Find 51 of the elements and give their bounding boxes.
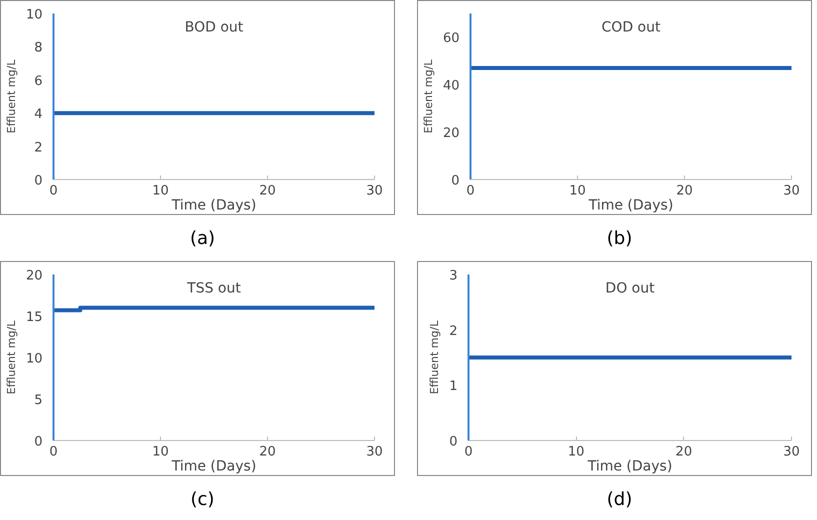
chart-title: TSS out (186, 280, 242, 296)
y-axis-title: Effluent mg/L (428, 320, 442, 394)
y-tick-label: 0 (451, 174, 460, 188)
y-tick-label: 1 (449, 379, 458, 394)
chart-title: COD out (602, 20, 661, 36)
x-tick-label: 0 (49, 444, 58, 460)
y-tick-label: 20 (26, 268, 43, 284)
x-tick-label: 20 (676, 444, 692, 460)
text: (b) (606, 227, 632, 251)
x-tick-label: 20 (259, 444, 276, 460)
y-tick-label: 20 (442, 126, 460, 142)
y-axis-title: Effluent mg/L (422, 58, 435, 134)
x-tick-label: 30 (366, 444, 383, 460)
x-tick-label: 30 (783, 184, 800, 198)
y-tick-label: 10 (26, 8, 43, 22)
x-axis-title: Time (Days) (170, 458, 256, 474)
text: (d) (606, 488, 632, 512)
x-tick-label: 10 (152, 444, 169, 460)
y-tick-label: 0 (449, 434, 458, 450)
x-tick-label: 10 (568, 444, 584, 460)
y-tick-label: 6 (34, 74, 43, 89)
y-tick-label: 2 (449, 324, 458, 339)
y-tick-label: 5 (34, 393, 43, 408)
y-tick-label: 4 (34, 107, 43, 122)
x-tick-label: 0 (466, 184, 475, 198)
x-tick-label: 0 (464, 444, 473, 460)
y-tick-label: 60 (442, 31, 460, 46)
text: (c) (190, 488, 214, 512)
x-axis-title: Time (Days) (170, 198, 256, 214)
chart-title: BOD out (184, 20, 244, 36)
chart-title: DO out (605, 280, 656, 296)
text: (a) (190, 227, 216, 251)
x-tick-label: 10 (569, 184, 586, 198)
x-tick-label: 0 (49, 184, 58, 198)
x-axis-title: Time (Days) (586, 458, 672, 474)
y-tick-label: 0 (34, 174, 43, 188)
y-axis-title: Effluent mg/L (4, 320, 18, 394)
y-tick-label: 3 (449, 268, 458, 284)
y-tick-label: 10 (26, 352, 43, 366)
x-axis-title: Time (Days) (588, 198, 674, 214)
y-tick-label: 15 (26, 310, 43, 325)
x-tick-label: 20 (676, 184, 693, 198)
x-tick-label: 30 (783, 444, 800, 460)
y-tick-label: 2 (34, 140, 43, 156)
y-axis-title: Effluent mg/L (4, 58, 18, 134)
y-tick-label: 0 (34, 434, 43, 450)
y-tick-label: 40 (442, 78, 460, 94)
x-tick-label: 20 (259, 184, 276, 198)
x-tick-label: 10 (152, 184, 169, 198)
x-tick-label: 30 (366, 184, 383, 198)
y-tick-label: 8 (34, 40, 43, 56)
